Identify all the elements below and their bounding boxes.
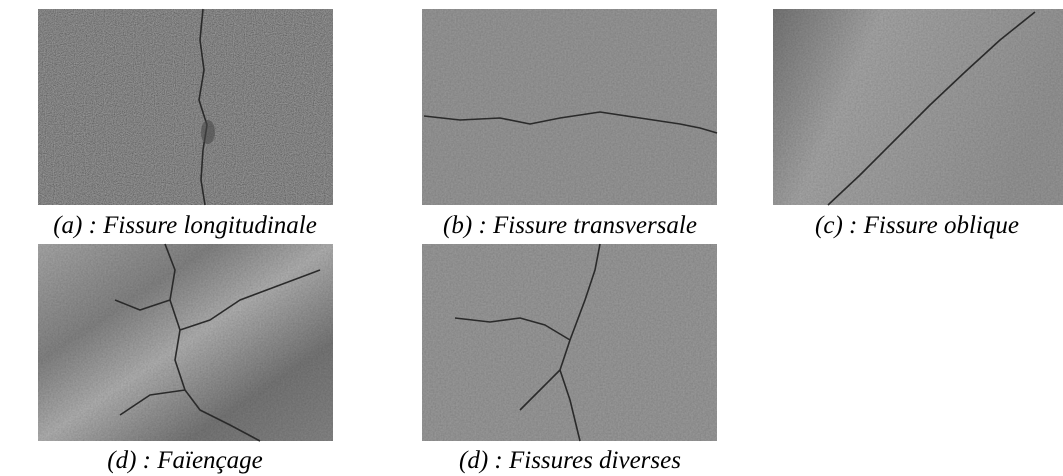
caption: (c) : Fissure oblique [815,212,1019,239]
caption: (a) : Fissure longitudinale [53,212,317,239]
image-e [422,243,717,442]
caption: (b) : Fissure transversale [443,212,697,239]
caption: (d) : Fissures diverses [459,447,681,474]
image-c [773,9,1063,206]
image-a [38,8,333,206]
image-b [422,9,718,205]
image-d [38,243,333,442]
caption: (d) : Faïençage [107,447,262,474]
